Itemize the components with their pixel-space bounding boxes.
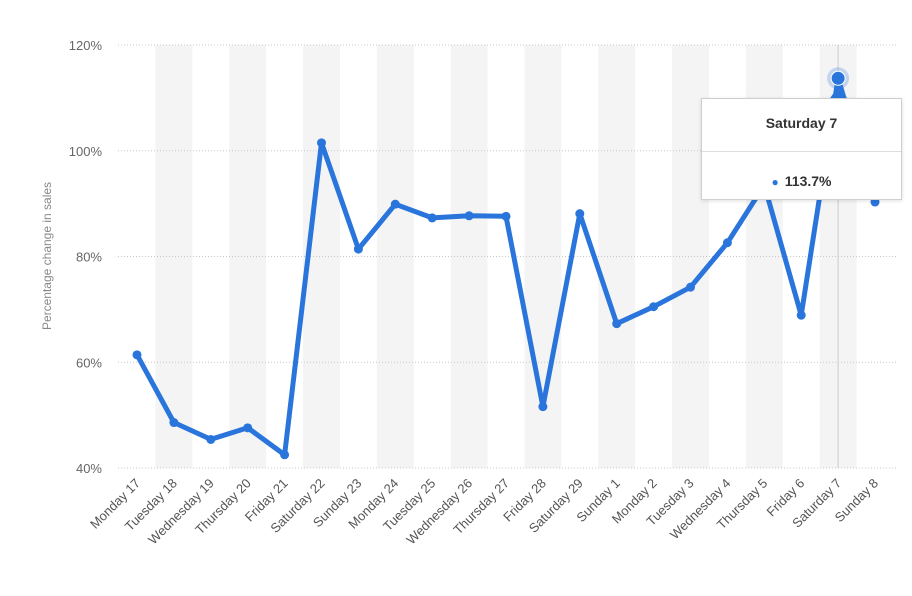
data-point (575, 209, 585, 219)
data-point (353, 244, 363, 254)
data-point (280, 450, 290, 460)
tooltip-title: Saturday 7 (765, 115, 838, 131)
y-axis-title: Percentage change in sales (40, 182, 54, 330)
y-tick-label: 80% (76, 250, 102, 265)
y-tick-label: 100% (69, 144, 103, 159)
y-tick-label: 60% (76, 355, 102, 370)
tooltip-value-row: ● 113.7% (702, 173, 901, 189)
data-point (427, 213, 437, 223)
tooltip-pointer (830, 88, 848, 98)
data-point (686, 282, 695, 292)
data-point (649, 302, 659, 312)
data-point (390, 199, 400, 209)
data-point (722, 238, 732, 248)
tooltip-divider (702, 151, 901, 152)
data-point (132, 350, 142, 360)
data-point (317, 138, 326, 148)
tooltip-value: 113.7% (784, 173, 832, 189)
data-point (169, 418, 179, 428)
data-point (796, 310, 806, 320)
data-point (612, 319, 622, 329)
y-tick-label: 40% (76, 461, 102, 476)
y-tick-label: 120% (69, 38, 103, 53)
highlight-point (830, 70, 846, 86)
data-point (206, 434, 216, 444)
data-point (538, 402, 548, 412)
tooltip-series-dot-icon: ● (771, 175, 779, 189)
data-tooltip: Saturday 7 ● 113.7% (701, 98, 902, 200)
data-point (464, 211, 474, 221)
data-point (501, 211, 511, 221)
data-point (243, 423, 253, 433)
